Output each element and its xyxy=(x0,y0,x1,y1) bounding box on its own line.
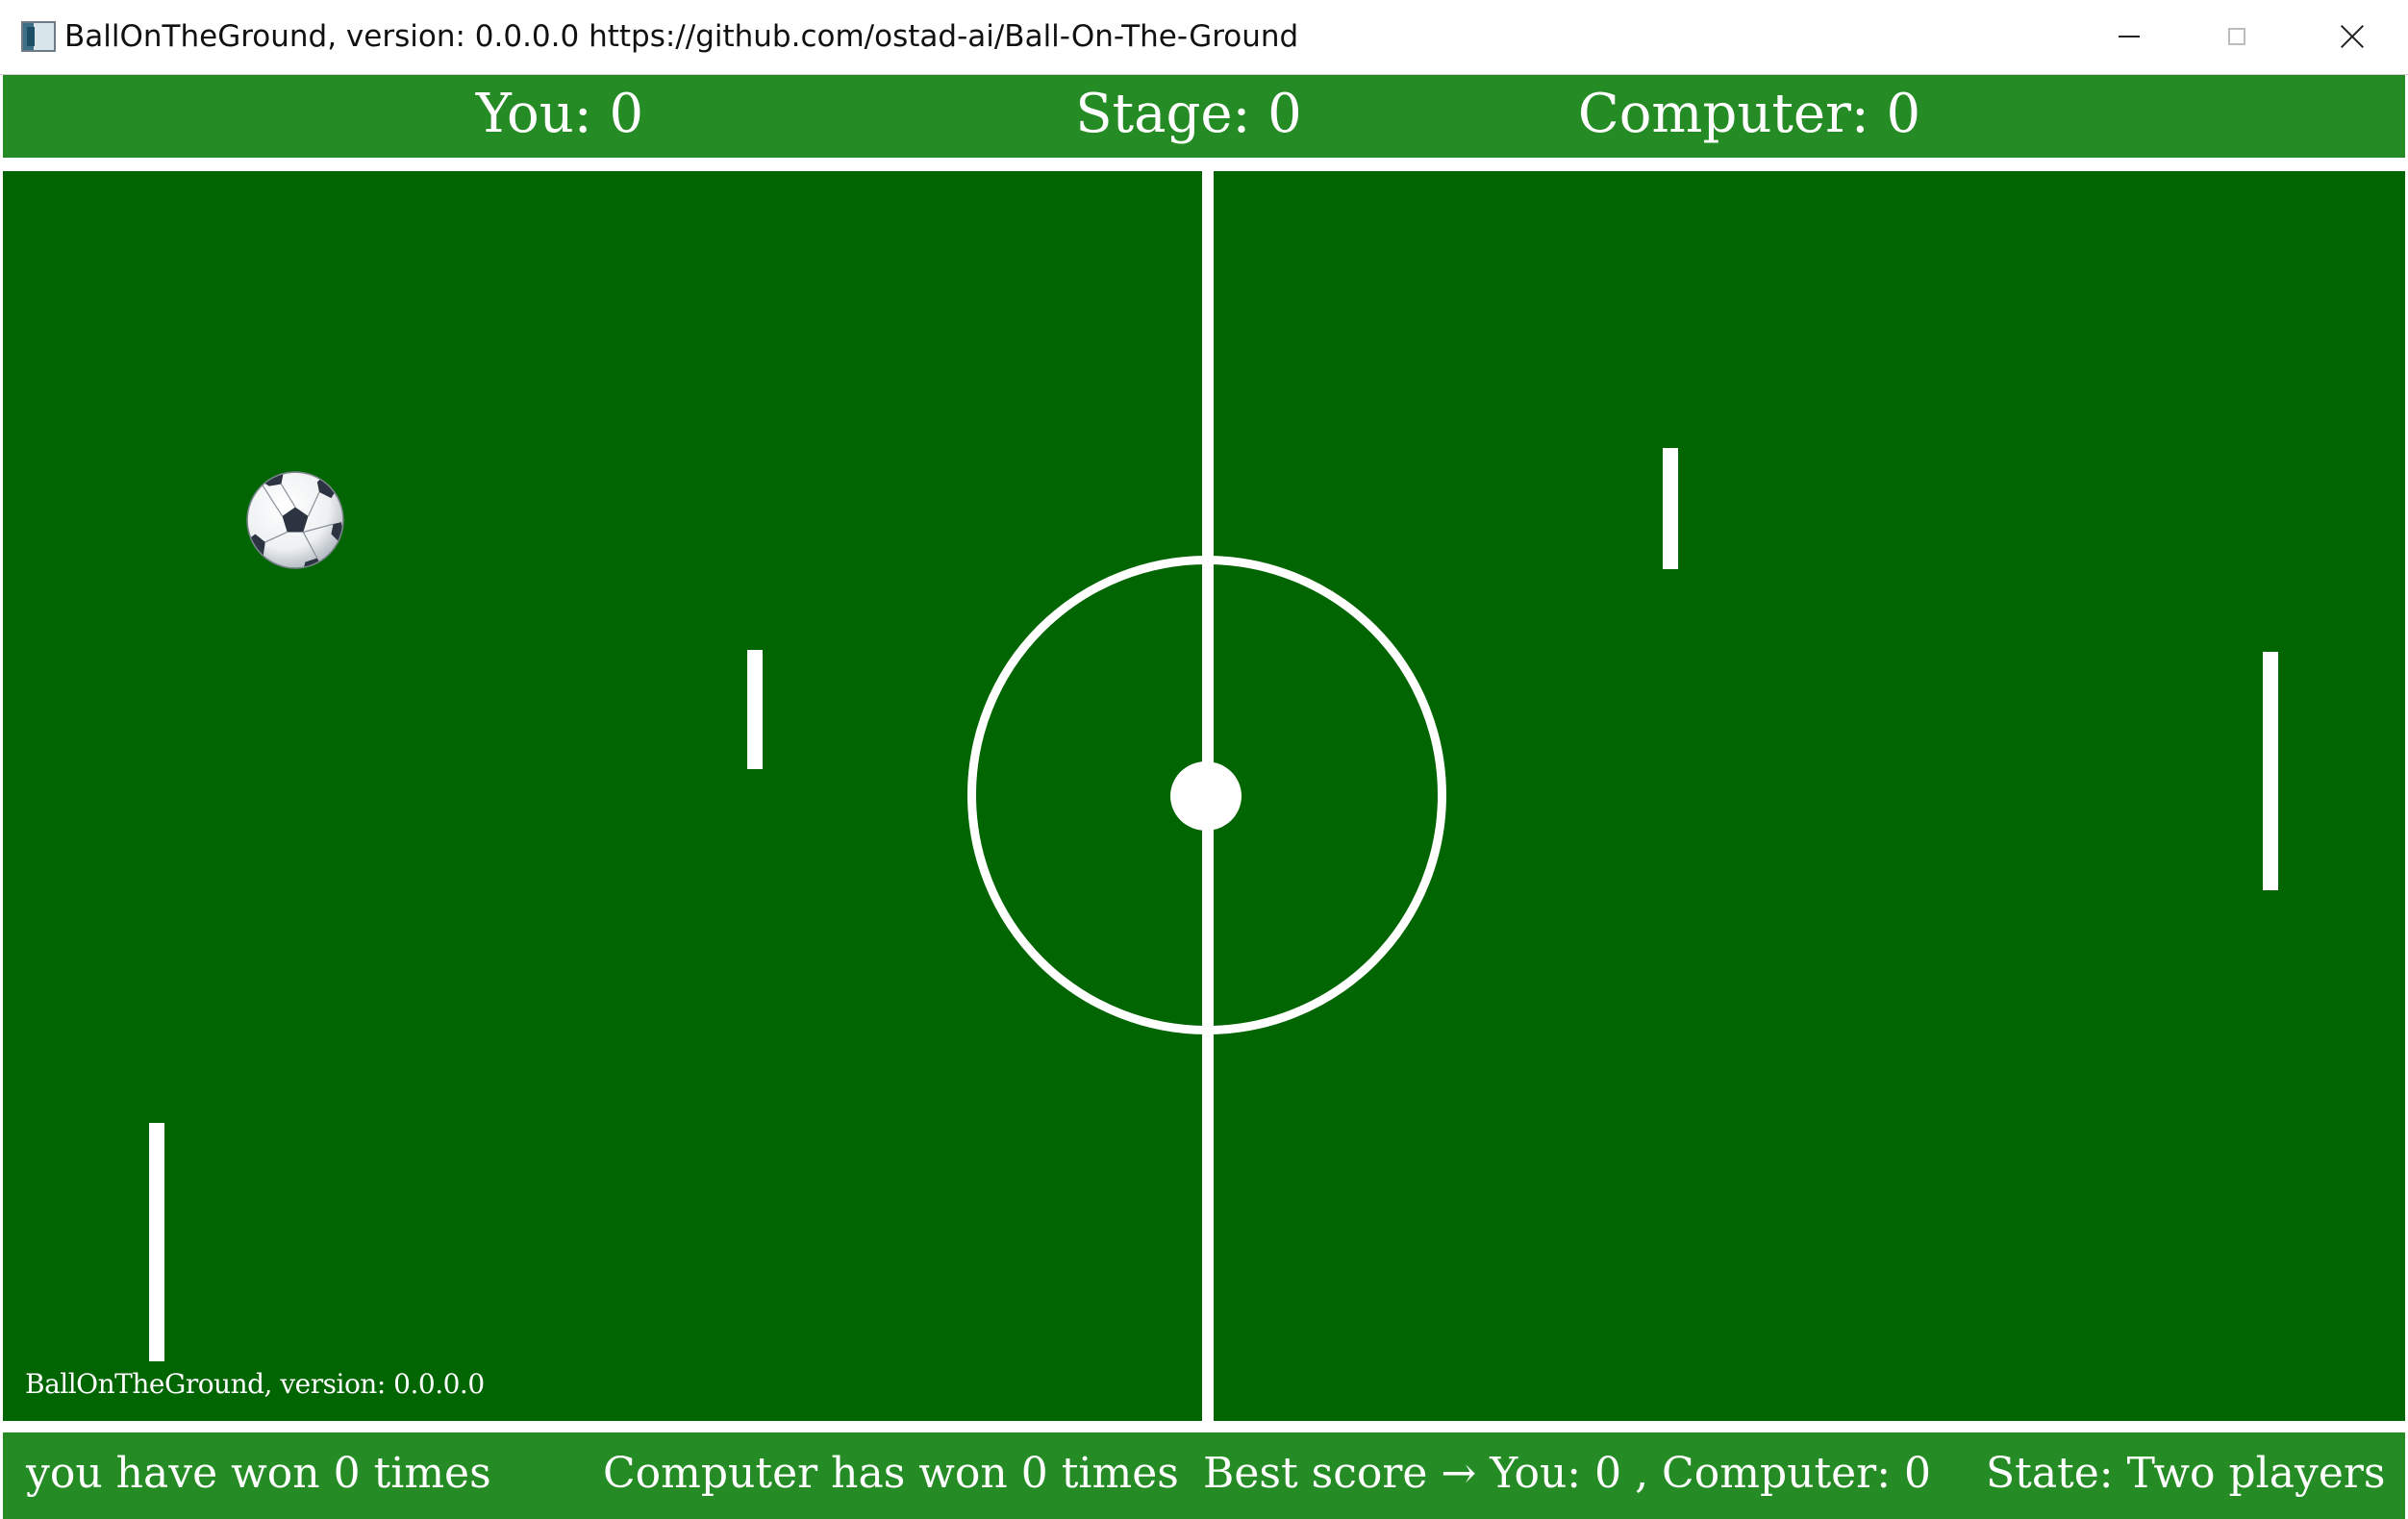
center-spot xyxy=(1170,761,1242,831)
game-state-text: State: Two players xyxy=(1986,1449,2386,1498)
version-label: BallOnTheGround, version: 0.0.0.0 xyxy=(25,1368,485,1400)
player-wins-text: you have won 0 times xyxy=(26,1449,491,1498)
maximize-icon xyxy=(2228,28,2245,45)
computer-forward-paddle xyxy=(1663,448,1678,569)
close-button[interactable] xyxy=(2296,0,2408,73)
soccer-ball-icon xyxy=(246,471,344,569)
player-goalkeeper-paddle[interactable] xyxy=(149,1123,164,1361)
app-window-icon xyxy=(21,21,56,52)
scoreboard-bar: You: 0 Stage: 0 Computer: 0 xyxy=(3,75,2405,158)
window-title-bar[interactable]: BallOnTheGround, version: 0.0.0.0 https:… xyxy=(0,0,2408,75)
game-window: You: 0 Stage: 0 Computer: 0 xyxy=(0,75,2408,1519)
best-score-text: Best score → You: 0 , Computer: 0 xyxy=(1203,1449,1932,1498)
minimize-button[interactable] xyxy=(2073,0,2185,73)
minimize-icon xyxy=(2119,36,2140,37)
computer-goalkeeper-paddle xyxy=(2263,652,2278,890)
status-bar: you have won 0 times Computer has won 0 … xyxy=(3,1432,2405,1519)
stage-indicator: Stage: 0 xyxy=(1075,83,1302,145)
close-icon xyxy=(2340,24,2365,49)
computer-wins-text: Computer has won 0 times xyxy=(603,1449,1179,1498)
center-circle xyxy=(967,556,1446,1034)
maximize-button[interactable] xyxy=(2181,0,2293,73)
player-forward-paddle[interactable] xyxy=(747,650,763,769)
window-title: BallOnTheGround, version: 0.0.0.0 https:… xyxy=(64,19,1299,54)
computer-score: Computer: 0 xyxy=(1577,83,1921,145)
soccer-field[interactable]: BallOnTheGround, version: 0.0.0.0 xyxy=(3,171,2405,1421)
player-score: You: 0 xyxy=(475,83,644,145)
